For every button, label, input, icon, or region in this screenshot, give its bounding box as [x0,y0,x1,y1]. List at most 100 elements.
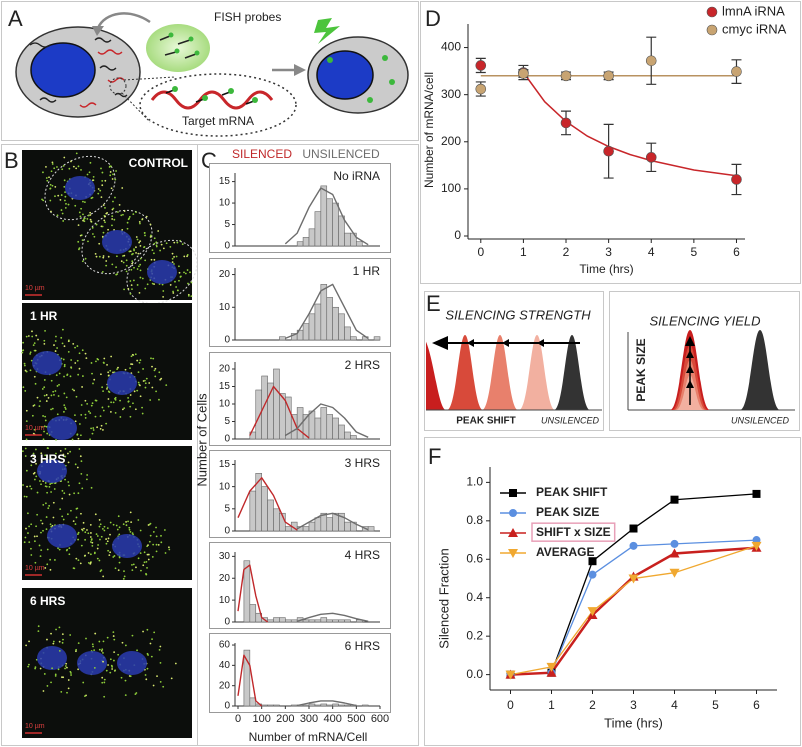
spot [46,447,49,449]
spot [77,437,80,440]
spot [151,282,154,285]
spot [155,526,157,529]
point [546,662,557,672]
spot [107,664,109,666]
spot [67,452,69,455]
spot [24,390,27,392]
spot [64,447,67,450]
spot [64,455,67,458]
spot [144,674,147,676]
spot [151,638,153,641]
spot [111,665,114,668]
bar [314,619,322,623]
spot [89,161,92,164]
spot [61,342,64,345]
panel-letter: D [425,6,441,31]
spot [151,365,153,368]
target-mrna [150,90,274,110]
spot [135,692,138,694]
bar [302,619,310,623]
spot [89,561,92,564]
point [475,60,487,71]
spot [58,372,61,375]
spot [67,350,70,353]
spot [54,340,57,342]
spot [70,160,72,163]
spot [38,480,41,482]
spot [51,163,54,165]
spot [146,667,149,670]
spot [137,265,140,268]
x-tick-label: 3 [630,698,637,712]
nucleus [316,50,374,100]
spot [113,218,116,221]
panel-frame [420,1,801,284]
spot [130,355,133,358]
spot [175,286,178,288]
spot [89,412,92,414]
spot [67,461,70,464]
spot [112,207,115,210]
spot [121,408,124,411]
spot [131,569,134,572]
spot [165,242,168,245]
spot [51,407,54,410]
spot [136,359,139,362]
spot [145,377,148,380]
x-tick-label: 100 [252,713,270,725]
spot [64,191,66,194]
y-tick-label: 5 [224,219,230,230]
bar [267,499,274,532]
spot [81,528,83,531]
spot [131,260,134,263]
spot [127,287,130,290]
nucleus [65,176,95,200]
spot [84,538,87,541]
fit-curve [237,564,269,623]
bar [320,703,328,707]
spot [136,649,138,652]
point [669,568,680,578]
spot [102,361,105,364]
unsilenced-label: UNSILENCED [541,415,600,425]
spot [42,690,45,692]
y-tick-label: 0 [224,701,230,712]
panel-d: D [420,1,801,284]
bar [285,619,292,623]
spot [118,561,121,564]
spot [107,549,110,552]
y-axis-label: Number of Cells [194,393,209,487]
spot [123,570,125,573]
spot [114,178,117,181]
spot [25,409,28,412]
chart: 0 100 200 300 400 0 1 2 3 4 5 6 Number of mRNA/cell T… [422,3,786,276]
bar [273,368,280,440]
bar [314,211,322,247]
spot [137,519,140,521]
lightning [314,18,340,44]
spot [53,488,56,490]
spot [78,352,81,355]
spot [138,291,141,294]
spot [146,652,149,655]
nucleus [47,416,77,440]
spot [49,183,52,186]
spot [50,681,52,684]
micrographs: CONTROL 10 µm 1 HR 10 µm 3 HRS 10 µm 6 HRS 10 µ… [21,150,198,738]
spot [186,255,188,258]
panel-letter: B [4,148,19,173]
spot [144,287,147,290]
spot [114,397,116,400]
panel-label: 4 HRS [345,548,380,562]
x-tick-label: 6 [733,245,740,259]
spot [68,167,71,170]
spot [63,365,66,368]
spot [106,636,109,639]
spot [129,280,132,282]
spot [135,246,137,249]
bar [326,198,333,247]
x-tick-label: 6 [753,698,760,712]
spot [124,644,127,647]
bar [285,526,292,532]
spot [190,295,193,298]
